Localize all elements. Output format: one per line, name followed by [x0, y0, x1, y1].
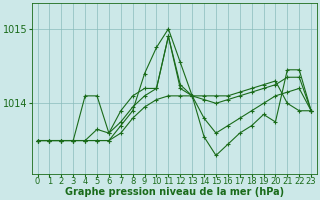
- X-axis label: Graphe pression niveau de la mer (hPa): Graphe pression niveau de la mer (hPa): [65, 187, 284, 197]
